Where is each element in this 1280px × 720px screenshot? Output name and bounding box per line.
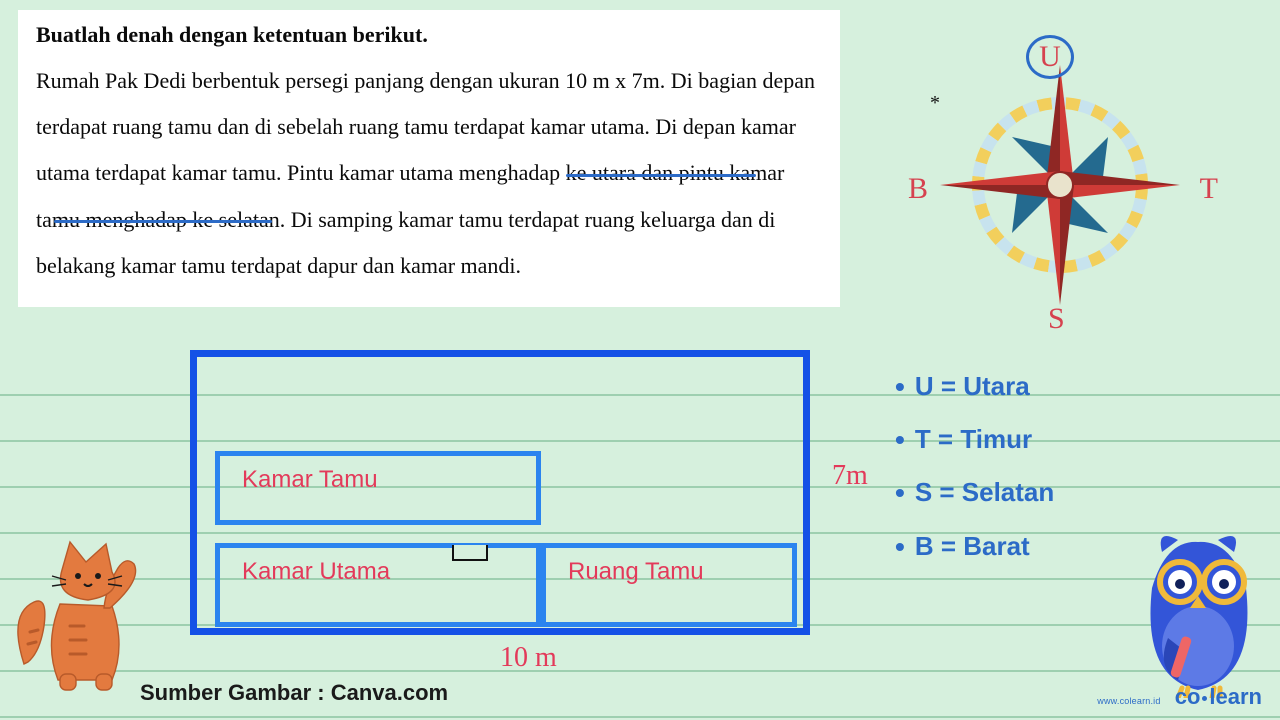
legend-item: B = Barat	[895, 520, 1054, 573]
door-icon	[452, 545, 488, 561]
underline-1	[566, 174, 756, 177]
compass-rose: U T S B *	[900, 30, 1220, 330]
brand-text: colearn	[1175, 684, 1262, 709]
room-label: Kamar Tamu	[242, 466, 378, 493]
cat-mascot-icon	[14, 534, 154, 694]
legend-item: U = Utara	[895, 360, 1054, 413]
compass-label-b: B	[908, 172, 928, 206]
image-source: Sumber Gambar : Canva.com	[140, 680, 448, 706]
legend-item: S = Selatan	[895, 466, 1054, 519]
room-ruang-tamu: Ruang Tamu	[541, 543, 797, 627]
dimension-height: 7m	[832, 460, 868, 492]
compass-north-circle: U	[1026, 35, 1074, 79]
problem-title: Buatlah denah dengan ketentuan berikut.	[36, 22, 822, 48]
brand-url: www.colearn.id	[1097, 696, 1160, 706]
compass-label-t: T	[1200, 172, 1218, 206]
room-kamar-tamu: Kamar Tamu	[215, 451, 541, 525]
room-label: Kamar Utama	[242, 558, 390, 585]
compass-label-s: S	[1048, 302, 1065, 336]
dimension-width: 10 m	[500, 642, 557, 674]
brand-logo: www.colearn.id colearn	[1097, 684, 1262, 710]
owl-mascot-icon	[1122, 518, 1272, 698]
floor-plan: Kamar Tamu Kamar Utama Ruang Tamu	[190, 350, 810, 635]
room-label: Ruang Tamu	[568, 558, 704, 585]
legend-item: T = Timur	[895, 413, 1054, 466]
compass-label-u: U	[1039, 40, 1061, 74]
room-kamar-utama: Kamar Utama	[215, 543, 541, 627]
compass-legend: U = Utara T = Timur S = Selatan B = Bara…	[895, 360, 1054, 573]
underline-2	[54, 220, 272, 223]
problem-card: Buatlah denah dengan ketentuan berikut. …	[18, 10, 840, 307]
asterisk-mark: *	[930, 92, 940, 115]
